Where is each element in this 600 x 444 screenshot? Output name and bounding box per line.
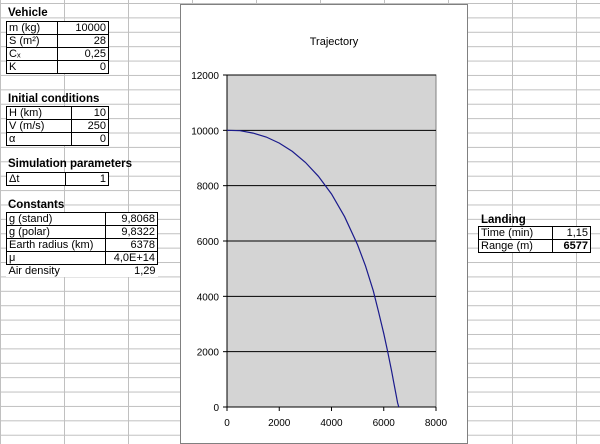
table-row: Air density 1,29 xyxy=(7,265,158,278)
velocity-label: V (m/s) xyxy=(6,119,72,133)
area-value[interactable]: 28 xyxy=(57,34,109,48)
table-row: Δt 1 xyxy=(5,172,109,186)
table-row: α 0 xyxy=(6,132,110,146)
simulation-table: Δt 1 xyxy=(5,172,109,186)
drag-coef-value[interactable]: 0,25 xyxy=(57,47,109,61)
mass-value[interactable]: 10000 xyxy=(57,21,109,35)
y-tick-label: 10000 xyxy=(191,126,219,137)
x-tick-label: 6000 xyxy=(373,418,396,429)
alpha-value[interactable]: 0 xyxy=(70,132,110,146)
table-row: Range (m) 6577 xyxy=(478,239,592,253)
x-tick-label: 2000 xyxy=(268,418,291,429)
x-tick-label: 8000 xyxy=(425,418,448,429)
time-value[interactable]: 1,15 xyxy=(551,226,592,240)
height-label: H (km) xyxy=(6,106,72,120)
mu-label: μ xyxy=(5,251,107,265)
trajectory-line xyxy=(226,129,400,408)
earth-radius-value[interactable]: 6378 xyxy=(105,238,158,252)
g-polar-label: g (polar) xyxy=(5,225,107,239)
k-value[interactable]: 0 xyxy=(57,60,109,74)
table-row: g (polar) 9,8322 xyxy=(5,225,158,239)
g-polar-value[interactable]: 9,8322 xyxy=(105,225,158,239)
table-row: m (kg) 10000 xyxy=(5,21,109,35)
y-tick-label: 12000 xyxy=(191,71,219,82)
y-tick-label: 2000 xyxy=(197,348,220,359)
table-row: Earth radius (km) 6378 xyxy=(5,238,158,252)
g-stand-value[interactable]: 9,8068 xyxy=(105,212,158,226)
table-row: V (m/s) 250 xyxy=(6,119,110,133)
y-tick-label: 6000 xyxy=(197,237,220,248)
alpha-label: α xyxy=(6,132,72,146)
timestep-value[interactable]: 1 xyxy=(65,172,109,186)
landing-table: Time (min) 1,15 Range (m) 6577 xyxy=(478,226,592,253)
table-row: g (stand) 9,8068 xyxy=(5,212,158,226)
g-stand-label: g (stand) xyxy=(5,212,107,226)
initial-conditions-table: H (km) 10 V (m/s) 250 α 0 xyxy=(6,106,110,146)
y-tick-label: 8000 xyxy=(197,182,220,193)
constants-table: g (stand) 9,8068 g (polar) 9,8322 Earth … xyxy=(5,212,158,278)
simulation-header: Simulation parameters xyxy=(8,158,132,170)
velocity-value[interactable]: 250 xyxy=(70,119,110,133)
k-label: K xyxy=(5,60,59,74)
x-tick-label: 4000 xyxy=(320,418,343,429)
initial-conditions-header: Initial conditions xyxy=(8,93,100,105)
drag-coef-label: Cₓ xyxy=(5,47,59,61)
mu-value[interactable]: 4,0E+14 xyxy=(105,251,158,265)
table-row: H (km) 10 xyxy=(6,106,110,120)
air-density-label: Air density xyxy=(8,265,60,277)
table-row: Time (min) 1,15 xyxy=(478,226,592,240)
mass-label: m (kg) xyxy=(5,21,59,35)
y-tick-label: 0 xyxy=(213,403,219,414)
range-value[interactable]: 6577 xyxy=(551,239,592,253)
x-tick-label: 0 xyxy=(224,418,230,429)
air-density-value[interactable]: 1,29 xyxy=(134,265,156,277)
vehicle-header: Vehicle xyxy=(8,7,48,19)
area-label: S (m²) xyxy=(5,34,59,48)
y-tick-label: 4000 xyxy=(197,292,220,303)
chart-svg: Trajectory 0 2000 4000 6000 8000 10000 12000 0 2… xyxy=(191,36,448,429)
table-row: Cₓ 0,25 xyxy=(5,47,109,61)
table-row: μ 4,0E+14 xyxy=(5,251,158,265)
earth-radius-label: Earth radius (km) xyxy=(5,238,107,252)
timestep-label: Δt xyxy=(5,172,67,186)
height-value[interactable]: 10 xyxy=(70,106,110,120)
landing-header: Landing xyxy=(481,214,526,226)
time-label: Time (min) xyxy=(478,226,553,240)
range-label: Range (m) xyxy=(478,239,553,253)
table-row: K 0 xyxy=(5,60,109,74)
vehicle-table: m (kg) 10000 S (m²) 28 Cₓ 0,25 K 0 xyxy=(5,21,109,74)
constants-header: Constants xyxy=(8,199,65,211)
chart-title: Trajectory xyxy=(310,36,359,48)
table-row: S (m²) 28 xyxy=(5,34,109,48)
trajectory-chart[interactable]: Trajectory 0 2000 4000 6000 8000 10000 12000 0 2… xyxy=(180,4,468,444)
